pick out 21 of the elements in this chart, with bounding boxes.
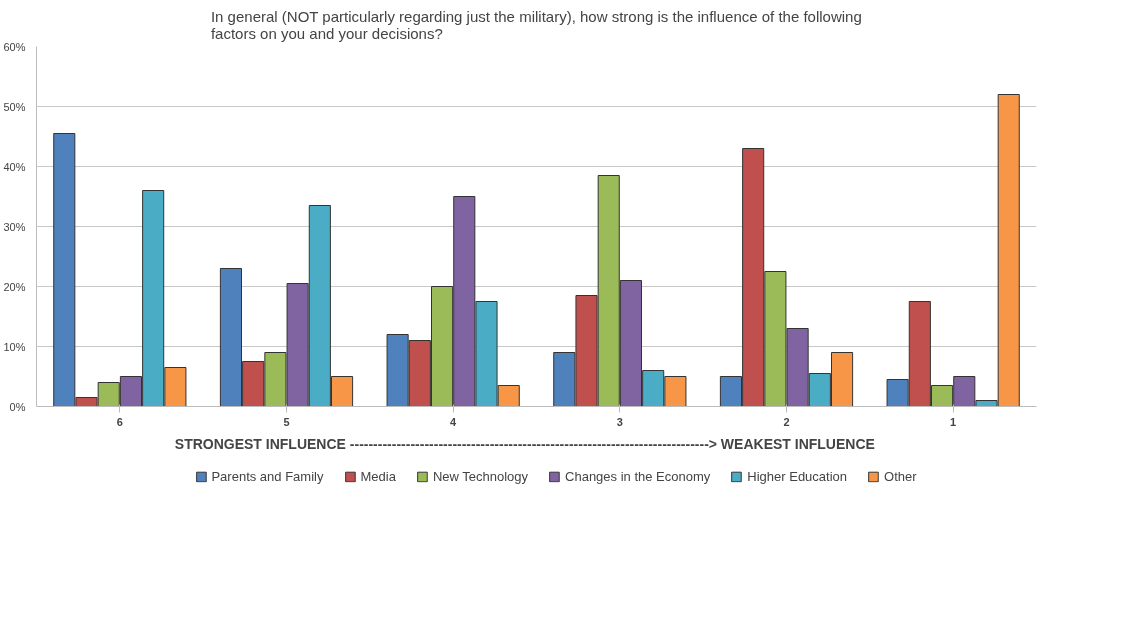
x-tick-label: 1 bbox=[950, 415, 957, 428]
legend-label: Higher Education bbox=[747, 468, 848, 484]
legend-label: Changes in the Economy bbox=[565, 468, 711, 484]
legend-label: Other bbox=[884, 468, 917, 484]
x-tick-label: 4 bbox=[450, 415, 458, 428]
y-tick-label: 60% bbox=[3, 40, 26, 53]
text: STRONGEST INFLUENCE -----------------------------------------------------------------------------> WEAKEST INFLUENCE bbox=[174, 435, 875, 452]
legend-label: Parents and Family bbox=[211, 468, 324, 484]
y-tick-label: 0% bbox=[9, 400, 26, 413]
legend-label: New Technology bbox=[432, 468, 529, 484]
x-tick-label: 2 bbox=[783, 415, 790, 428]
y-tick-label: 30% bbox=[3, 220, 26, 233]
y-tick-label: 50% bbox=[3, 100, 26, 113]
x-tick-label: 5 bbox=[283, 415, 290, 428]
y-tick-label: 40% bbox=[3, 160, 26, 173]
x-tick-label: 3 bbox=[616, 415, 623, 428]
x-tick-label: 6 bbox=[116, 415, 123, 428]
legend-label: Media bbox=[360, 468, 396, 484]
y-tick-label: 10% bbox=[3, 340, 26, 353]
chart-title: In general (NOT particularly regarding just the military), how strong is the influence of the following factors on you and your decisions? bbox=[210, 7, 862, 42]
y-tick-label: 20% bbox=[3, 280, 26, 293]
